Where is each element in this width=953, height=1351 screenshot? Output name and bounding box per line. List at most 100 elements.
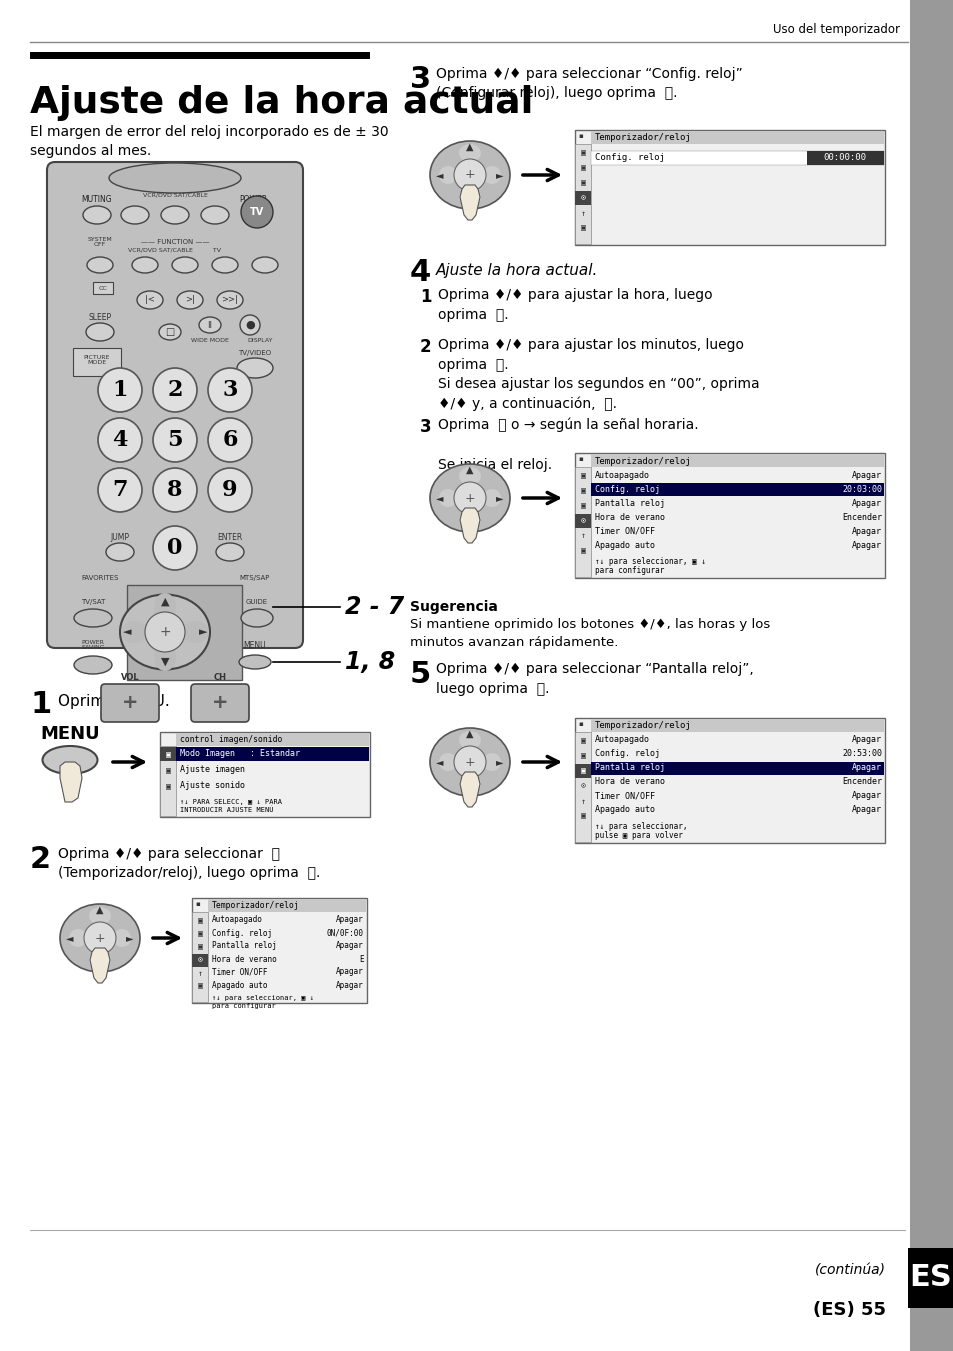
FancyBboxPatch shape	[191, 684, 249, 721]
Text: Oprima  ⓔ o → según la señal horaria.

Se inicia el reloj.: Oprima ⓔ o → según la señal horaria. Se …	[437, 417, 698, 471]
Text: VCR/DVD SAT/CABLE          TV: VCR/DVD SAT/CABLE TV	[129, 247, 221, 253]
Text: Encender: Encender	[841, 777, 882, 786]
Text: >|: >|	[185, 296, 194, 304]
Text: II: II	[208, 320, 213, 330]
Text: 1, 8: 1, 8	[345, 650, 395, 674]
Bar	[192, 898, 367, 1002]
Text: ▣: ▣	[579, 751, 585, 761]
Text: GUIDE: GUIDE	[246, 598, 268, 605]
Text: |<: |<	[145, 296, 154, 304]
Text: Config. reloj: Config. reloj	[212, 928, 272, 938]
Bar	[192, 954, 208, 967]
Text: ▣: ▣	[165, 751, 171, 759]
Text: ENTER: ENTER	[217, 534, 242, 543]
Text: Oprima MENU.: Oprima MENU.	[58, 694, 170, 709]
Ellipse shape	[121, 621, 149, 643]
Ellipse shape	[69, 929, 87, 947]
Text: +: +	[464, 492, 475, 504]
Ellipse shape	[43, 746, 97, 774]
Ellipse shape	[87, 257, 112, 273]
Text: 1: 1	[30, 690, 51, 719]
Text: 2: 2	[419, 338, 431, 357]
Text: ▪: ▪	[578, 132, 582, 139]
Bar	[175, 747, 369, 761]
Text: ⊙: ⊙	[197, 955, 202, 965]
Text: (continúa): (continúa)	[814, 1263, 884, 1277]
Ellipse shape	[112, 929, 131, 947]
Text: POWER
SAVING: POWER SAVING	[81, 639, 105, 650]
FancyBboxPatch shape	[101, 684, 159, 721]
Ellipse shape	[153, 593, 175, 621]
Text: pulse ▣ para volver: pulse ▣ para volver	[595, 831, 682, 840]
Text: Ajuste imagen: Ajuste imagen	[180, 766, 245, 774]
Text: ►: ►	[126, 934, 133, 943]
Bar	[73, 349, 121, 376]
Circle shape	[98, 367, 142, 412]
Text: Apagar: Apagar	[851, 527, 882, 535]
Bar	[909, 0, 953, 1351]
Text: ▼: ▼	[466, 521, 474, 531]
Text: FAVORITES: FAVORITES	[81, 576, 118, 581]
Text: Timer ON/OFF: Timer ON/OFF	[212, 967, 267, 977]
Bar	[160, 747, 175, 761]
Polygon shape	[459, 508, 479, 543]
Ellipse shape	[236, 358, 273, 378]
Text: TV/VIDEO: TV/VIDEO	[238, 350, 272, 357]
Text: Ajuste sonido: Ajuste sonido	[180, 781, 245, 790]
Text: Apagado auto: Apagado auto	[595, 805, 655, 815]
Ellipse shape	[86, 323, 113, 340]
Text: Config. reloj: Config. reloj	[595, 485, 659, 493]
Text: ▣: ▣	[165, 782, 171, 792]
Text: SYSTEM
OFF: SYSTEM OFF	[88, 236, 112, 247]
Text: Oprima ♦/♦ para seleccionar “Pantalla reloj”,
luego oprima  ⓔ.: Oprima ♦/♦ para seleccionar “Pantalla re…	[436, 662, 753, 696]
Circle shape	[98, 417, 142, 462]
Ellipse shape	[177, 290, 203, 309]
Text: Sugerencia: Sugerencia	[410, 600, 497, 613]
Circle shape	[152, 417, 196, 462]
Text: ▣: ▣	[579, 501, 585, 511]
Text: Hora de verano: Hora de verano	[595, 777, 664, 786]
Text: Oprima ♦/♦ para ajustar los minutos, luego
oprima  ⓔ.
Si desea ajustar los segun: Oprima ♦/♦ para ajustar los minutos, lue…	[437, 338, 759, 411]
Text: Autoapagado: Autoapagado	[595, 470, 649, 480]
Circle shape	[208, 467, 252, 512]
Text: Apagar: Apagar	[335, 967, 364, 977]
Ellipse shape	[216, 290, 243, 309]
Ellipse shape	[161, 205, 189, 224]
Ellipse shape	[458, 731, 480, 748]
Circle shape	[84, 921, 116, 954]
Text: WIDE MODE: WIDE MODE	[191, 338, 229, 343]
Bar	[590, 131, 883, 145]
Text: 3: 3	[222, 380, 237, 401]
Ellipse shape	[153, 643, 175, 671]
Text: ▼: ▼	[161, 657, 169, 667]
Ellipse shape	[438, 753, 456, 771]
Text: Oprima ♦/♦ para seleccionar “Config. reloj”
(Configurar reloj), luego oprima  ⓔ.: Oprima ♦/♦ para seleccionar “Config. rel…	[436, 68, 742, 100]
Bar	[575, 765, 590, 778]
Bar	[160, 732, 370, 817]
Bar	[575, 717, 884, 843]
Bar	[806, 151, 883, 165]
Text: ◄: ◄	[436, 493, 443, 503]
Text: Config. reloj: Config. reloj	[595, 750, 659, 758]
Text: ↑↓ para seleccionar, ▣ ↓: ↑↓ para seleccionar, ▣ ↓	[595, 557, 705, 566]
Text: 0: 0	[167, 536, 182, 559]
Text: CC: CC	[98, 285, 108, 290]
Text: SLEEP: SLEEP	[89, 313, 112, 323]
Bar	[590, 719, 883, 732]
Text: control imagen/sonido: control imagen/sonido	[180, 735, 282, 744]
Text: 5: 5	[167, 430, 183, 451]
Text: +: +	[159, 626, 171, 639]
Ellipse shape	[89, 907, 111, 925]
Bar	[575, 130, 884, 245]
Text: 00:00:00: 00:00:00	[822, 154, 865, 162]
Text: Apagar: Apagar	[851, 792, 882, 801]
Text: El margen de error del reloj incorporado es de ± 30
segundos al mes.: El margen de error del reloj incorporado…	[30, 126, 388, 158]
Bar	[590, 454, 883, 467]
Text: ◄: ◄	[123, 627, 132, 638]
Ellipse shape	[438, 166, 456, 184]
Text: 20:53:00: 20:53:00	[841, 750, 882, 758]
Ellipse shape	[482, 489, 500, 507]
Text: ▪: ▪	[578, 721, 582, 727]
Text: ►: ►	[496, 493, 503, 503]
Ellipse shape	[181, 621, 209, 643]
